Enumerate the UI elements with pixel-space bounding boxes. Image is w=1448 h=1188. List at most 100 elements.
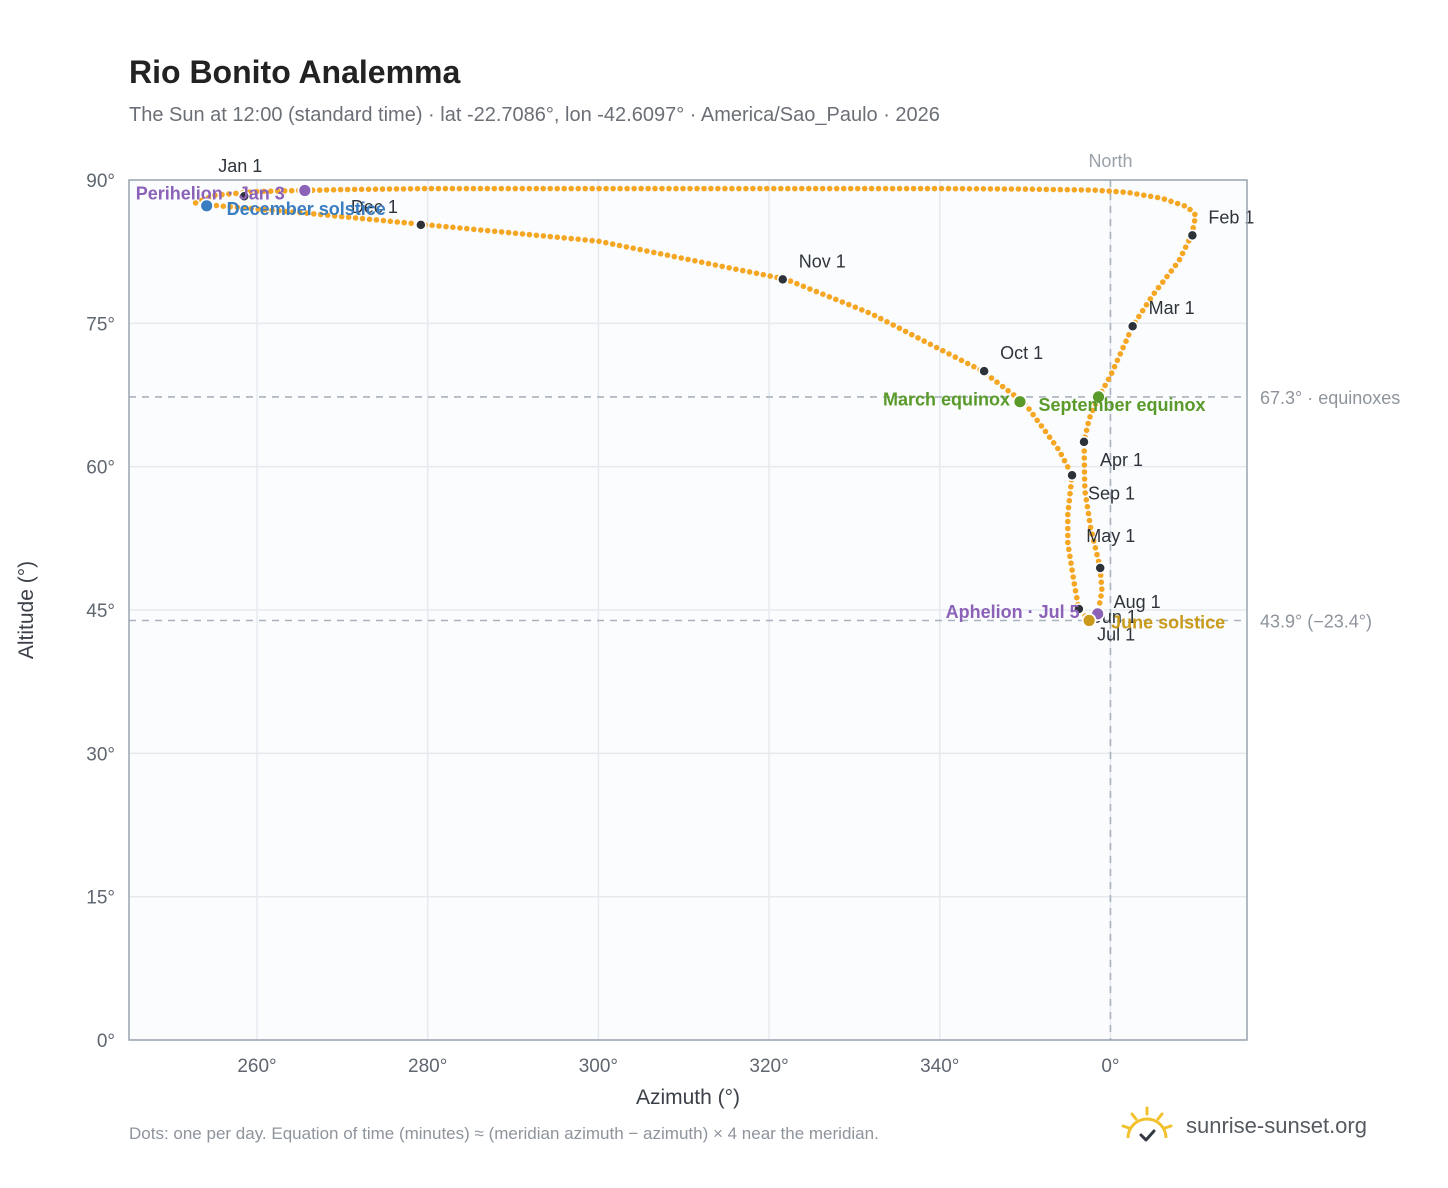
event-label: September equinox (1039, 395, 1206, 415)
daily-dot (1172, 262, 1179, 269)
daily-dot (664, 252, 671, 258)
daily-dot (582, 237, 588, 243)
daily-dot (1064, 464, 1071, 470)
month-marker (978, 365, 990, 377)
daily-dot (337, 186, 344, 193)
daily-dot (1036, 186, 1043, 193)
daily-dot (1099, 586, 1105, 592)
daily-dot (1168, 268, 1175, 274)
daily-dot (1181, 203, 1188, 209)
daily-dot (276, 208, 282, 214)
daily-dot (248, 205, 254, 212)
daily-dot (884, 319, 890, 325)
daily-dot (902, 328, 909, 335)
daily-dot (760, 271, 767, 278)
daily-dot (685, 256, 691, 263)
daily-dot (1089, 531, 1095, 537)
daily-dot (708, 185, 714, 192)
daily-dot (1134, 191, 1140, 197)
daily-dot (958, 357, 965, 364)
daily-dot (540, 233, 547, 239)
daily-dot (794, 280, 800, 287)
daily-dot (778, 185, 784, 192)
daily-dot (959, 185, 966, 192)
y-tick-label: 15° (86, 888, 115, 909)
daily-dot (450, 224, 456, 231)
brand-logo[interactable]: sunrise-sunset.org (1120, 1104, 1367, 1148)
daily-dot (678, 255, 684, 261)
daily-dot (631, 185, 637, 192)
x-tick-label: 0° (1101, 1056, 1119, 1077)
daily-dot (903, 185, 910, 192)
daily-dot (859, 307, 865, 313)
daily-dot (806, 185, 812, 192)
x-tick-label: 320° (749, 1056, 788, 1077)
daily-dot (1174, 200, 1181, 207)
daily-dot (316, 187, 323, 193)
daily-dot (1182, 244, 1189, 250)
daily-dot (429, 222, 435, 229)
daily-dot (910, 185, 917, 192)
daily-dot (1151, 290, 1158, 297)
daily-dot (1067, 490, 1073, 497)
daily-dot (871, 312, 878, 319)
daily-dot (638, 185, 644, 192)
daily-dot (372, 186, 379, 192)
daily-dot (283, 208, 289, 215)
daily-dot (722, 185, 728, 192)
daily-dot (358, 186, 365, 193)
daily-dot (1168, 198, 1174, 205)
daily-dot (1065, 525, 1071, 532)
month-label: Oct 1 (1000, 343, 1043, 363)
daily-dot (1069, 567, 1075, 573)
daily-dot (1064, 186, 1071, 193)
daily-dot (1068, 484, 1074, 490)
daily-dot (1082, 483, 1088, 489)
daily-dot (896, 325, 903, 332)
event-label: March equinox (883, 390, 1010, 410)
daily-dot (1085, 510, 1092, 517)
daily-dot (771, 185, 777, 192)
daily-dot (554, 234, 561, 240)
daily-dot (882, 185, 889, 192)
daily-dot (964, 360, 971, 367)
daily-dot (767, 273, 773, 279)
daily-dot (1065, 504, 1072, 511)
daily-dot (966, 186, 973, 192)
daily-dot (938, 185, 945, 192)
daily-dot (213, 202, 220, 209)
daily-dot (812, 185, 819, 192)
daily-dot (505, 185, 512, 192)
daily-dot (449, 185, 456, 192)
daily-dot (651, 249, 657, 256)
daily-dot (311, 211, 317, 217)
daily-dot (1094, 551, 1100, 558)
daily-dot (386, 186, 393, 192)
daily-dot (220, 203, 227, 209)
daily-dot (1176, 256, 1183, 263)
daily-dot (540, 185, 546, 192)
daily-dot (290, 209, 296, 215)
daily-dot (740, 267, 746, 274)
month-marker (1078, 436, 1090, 448)
daily-dot (839, 299, 846, 305)
daily-dot (1192, 211, 1198, 218)
daily-dot (519, 231, 526, 237)
daily-dot (352, 215, 359, 221)
daily-dot (1096, 600, 1103, 606)
daily-dot (692, 258, 698, 264)
daily-dot (820, 291, 826, 298)
daily-dot (785, 185, 791, 192)
daily-dot (1097, 572, 1104, 578)
daily-dot (1058, 451, 1065, 458)
daily-dot (1089, 407, 1096, 414)
daily-dot (994, 379, 1000, 386)
daily-dot (1098, 579, 1105, 585)
daily-dot (1084, 503, 1091, 510)
daily-dot (1078, 187, 1085, 193)
daily-dot (281, 188, 288, 194)
daily-dot (435, 185, 442, 192)
daily-dot (351, 186, 358, 193)
